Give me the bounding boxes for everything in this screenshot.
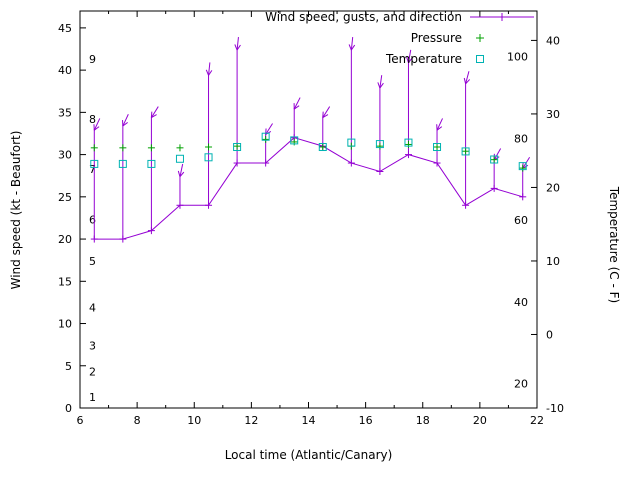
y-left-tick-label: 10 xyxy=(58,318,72,331)
temperature-point xyxy=(290,136,299,145)
y-left-ticks: 0 5 10 15 20 25 30 35 40 45 xyxy=(58,22,86,415)
y-right-tick-label: 10 xyxy=(546,255,560,268)
beaufort-label: 7 xyxy=(89,163,96,176)
y-left-tick-label: 25 xyxy=(58,191,72,204)
temperature-square-marker-icon xyxy=(468,52,536,66)
beaufort-scale-labels: 1 2 3 4 5 6 7 8 9 xyxy=(89,53,96,404)
temperature-point xyxy=(261,132,270,141)
x-tick-label: 12 xyxy=(244,414,258,427)
temperature-point xyxy=(404,138,413,147)
beaufort-label: 9 xyxy=(89,53,96,66)
fahrenheit-scale-labels: 20 40 60 80 100 xyxy=(507,51,528,391)
wind-speed-line xyxy=(94,137,523,240)
gust-bars-and-direction-arrows xyxy=(93,37,531,240)
x-tick-label: 14 xyxy=(302,414,316,427)
plot-border xyxy=(79,10,538,409)
y-left-tick-label: 30 xyxy=(58,149,72,162)
temperature-point xyxy=(347,138,356,147)
legend: Wind speed, gusts, and direction Pressur… xyxy=(265,6,536,69)
temperature-point xyxy=(175,154,184,163)
y-left-tick-label: 0 xyxy=(65,402,72,415)
x-tick-label: 8 xyxy=(134,414,141,427)
temperature-point xyxy=(90,159,99,168)
x-tick-label: 18 xyxy=(416,414,430,427)
beaufort-label: 1 xyxy=(89,391,96,404)
y-left-tick-label: 15 xyxy=(58,275,72,288)
legend-label-wind: Wind speed, gusts, and direction xyxy=(265,9,462,24)
wind-speed-series xyxy=(90,134,527,243)
y-left-tick-label: 45 xyxy=(58,22,72,35)
x-tick-label: 22 xyxy=(530,414,544,427)
x-tick-label: 20 xyxy=(473,414,487,427)
y-left-tick-label: 5 xyxy=(65,360,72,373)
beaufort-label: 2 xyxy=(89,366,96,379)
fahrenheit-label: 40 xyxy=(514,296,528,309)
fahrenheit-label: 20 xyxy=(514,377,528,390)
temperature-point xyxy=(147,159,156,168)
y-right-tick-label: 20 xyxy=(546,181,560,194)
y-axis-label-right: Temperature (C - F) xyxy=(607,186,621,304)
x-axis-ticks: 6 8 10 12 14 16 18 20 22 xyxy=(77,11,544,427)
y-right-tick-label: 30 xyxy=(546,108,560,121)
temperature-point xyxy=(118,159,127,168)
temperature-point xyxy=(375,140,384,149)
y-right-tick-label: 0 xyxy=(546,328,553,341)
fahrenheit-label: 60 xyxy=(514,214,528,227)
beaufort-label: 6 xyxy=(89,214,96,227)
temperature-point xyxy=(433,143,442,152)
x-axis-label: Local time (Atlantic/Canary) xyxy=(224,448,393,462)
temperature-point xyxy=(318,143,327,152)
beaufort-label: 5 xyxy=(89,255,96,268)
temperature-point xyxy=(490,155,499,164)
y-left-tick-label: 20 xyxy=(58,233,72,246)
temperature-point xyxy=(204,153,213,162)
pressure-series xyxy=(90,135,527,172)
fahrenheit-label: 80 xyxy=(514,132,528,145)
beaufort-label: 3 xyxy=(89,339,96,352)
y-right-ticks: -10 0 10 20 30 40 xyxy=(531,34,564,415)
y-left-tick-label: 35 xyxy=(58,106,72,119)
beaufort-label: 8 xyxy=(89,113,96,126)
legend-item-temperature: Temperature xyxy=(265,48,536,69)
wind-line-marker-icon xyxy=(468,10,536,24)
pressure-plus-marker-icon xyxy=(468,31,536,45)
legend-label-temperature: Temperature xyxy=(385,51,462,66)
x-tick-label: 6 xyxy=(77,414,84,427)
temperature-series xyxy=(90,132,527,171)
fahrenheit-label: 100 xyxy=(507,51,528,64)
x-tick-label: 10 xyxy=(187,414,201,427)
y-right-tick-label: -10 xyxy=(546,402,564,415)
legend-label-pressure: Pressure xyxy=(410,30,462,45)
y-left-tick-label: 40 xyxy=(58,64,72,77)
legend-item-wind: Wind speed, gusts, and direction xyxy=(265,6,536,27)
x-tick-label: 16 xyxy=(359,414,373,427)
temperature-point xyxy=(518,162,527,171)
temperature-point xyxy=(233,143,242,152)
temperature-point xyxy=(461,147,470,156)
legend-item-pressure: Pressure xyxy=(265,27,536,48)
beaufort-label: 4 xyxy=(89,301,96,314)
y-right-tick-label: 40 xyxy=(546,34,560,47)
y-axis-label-left: Wind speed (kt - Beaufort) xyxy=(9,130,23,290)
